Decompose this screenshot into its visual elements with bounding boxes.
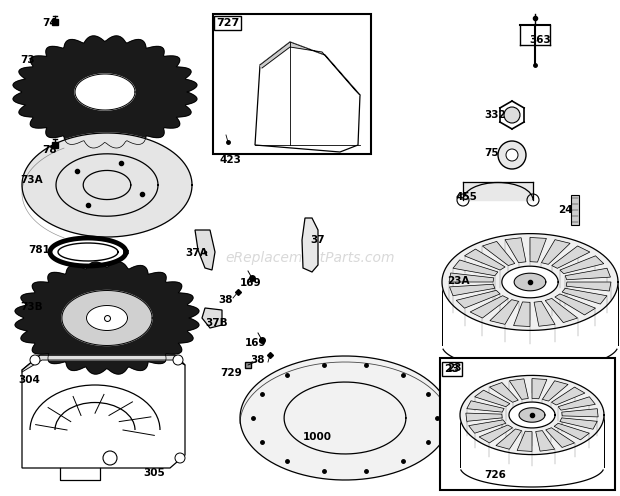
Polygon shape bbox=[489, 382, 518, 402]
Polygon shape bbox=[475, 390, 510, 407]
Polygon shape bbox=[464, 249, 505, 270]
Text: 1000: 1000 bbox=[303, 432, 332, 442]
Polygon shape bbox=[260, 42, 360, 95]
Circle shape bbox=[504, 107, 520, 123]
Polygon shape bbox=[534, 302, 555, 326]
Polygon shape bbox=[558, 397, 595, 410]
Text: 75: 75 bbox=[484, 148, 498, 158]
Polygon shape bbox=[442, 234, 618, 330]
Polygon shape bbox=[565, 268, 611, 280]
Polygon shape bbox=[566, 282, 611, 291]
Circle shape bbox=[498, 141, 526, 169]
Polygon shape bbox=[469, 420, 506, 433]
Polygon shape bbox=[490, 300, 518, 324]
Polygon shape bbox=[545, 299, 578, 322]
Text: 74: 74 bbox=[42, 18, 57, 28]
Circle shape bbox=[175, 453, 185, 463]
Text: 37B: 37B bbox=[205, 318, 228, 328]
Polygon shape bbox=[554, 423, 590, 440]
Circle shape bbox=[173, 355, 183, 365]
Circle shape bbox=[506, 149, 518, 161]
Polygon shape bbox=[560, 256, 604, 274]
Text: 73: 73 bbox=[20, 55, 35, 65]
Polygon shape bbox=[513, 302, 530, 326]
Text: 38: 38 bbox=[218, 295, 232, 305]
Circle shape bbox=[30, 355, 40, 365]
Polygon shape bbox=[75, 74, 135, 110]
Text: 729: 729 bbox=[220, 368, 242, 378]
Text: 304: 304 bbox=[18, 375, 40, 385]
Text: 24: 24 bbox=[558, 205, 573, 215]
Polygon shape bbox=[195, 230, 215, 270]
Polygon shape bbox=[562, 288, 607, 304]
Polygon shape bbox=[496, 429, 521, 449]
Text: 37A: 37A bbox=[185, 248, 208, 258]
Polygon shape bbox=[517, 431, 532, 451]
Bar bbox=[571, 195, 579, 225]
Polygon shape bbox=[509, 402, 555, 428]
Polygon shape bbox=[449, 273, 494, 282]
Polygon shape bbox=[502, 266, 558, 298]
Polygon shape bbox=[15, 262, 199, 374]
Text: 78: 78 bbox=[42, 145, 56, 155]
Bar bbox=[213, 14, 371, 154]
Text: 73B: 73B bbox=[20, 302, 43, 312]
Polygon shape bbox=[87, 306, 128, 330]
Text: 23A: 23A bbox=[447, 276, 469, 286]
Polygon shape bbox=[479, 425, 513, 443]
Text: 37: 37 bbox=[310, 235, 325, 245]
Text: 727: 727 bbox=[216, 18, 239, 28]
Polygon shape bbox=[551, 387, 585, 405]
Text: 423: 423 bbox=[219, 155, 241, 165]
Polygon shape bbox=[460, 375, 604, 455]
Polygon shape bbox=[13, 36, 197, 148]
Polygon shape bbox=[62, 291, 152, 346]
Text: 332: 332 bbox=[484, 110, 506, 120]
Polygon shape bbox=[453, 260, 498, 276]
Polygon shape bbox=[555, 294, 595, 315]
Polygon shape bbox=[541, 240, 570, 264]
Text: eReplacementParts.com: eReplacementParts.com bbox=[225, 251, 395, 265]
Text: 38: 38 bbox=[250, 355, 265, 365]
Polygon shape bbox=[467, 401, 504, 412]
Text: 781: 781 bbox=[28, 245, 50, 255]
Text: 169: 169 bbox=[240, 278, 262, 288]
Polygon shape bbox=[466, 413, 502, 421]
Polygon shape bbox=[202, 308, 222, 328]
Polygon shape bbox=[532, 378, 547, 399]
Text: 23: 23 bbox=[447, 363, 461, 373]
Polygon shape bbox=[530, 238, 546, 262]
Polygon shape bbox=[542, 381, 568, 401]
Polygon shape bbox=[510, 379, 528, 399]
Polygon shape bbox=[536, 431, 555, 451]
Polygon shape bbox=[22, 355, 185, 372]
Text: 305: 305 bbox=[143, 468, 165, 478]
Polygon shape bbox=[514, 273, 546, 291]
Polygon shape bbox=[302, 218, 318, 272]
Polygon shape bbox=[450, 284, 495, 296]
Polygon shape bbox=[470, 296, 508, 318]
Polygon shape bbox=[519, 408, 545, 422]
Text: 363: 363 bbox=[529, 35, 551, 45]
Polygon shape bbox=[456, 290, 500, 308]
Text: 23: 23 bbox=[444, 364, 459, 374]
Text: 73A: 73A bbox=[20, 175, 43, 185]
Polygon shape bbox=[562, 409, 598, 417]
Polygon shape bbox=[482, 242, 515, 265]
Text: 455: 455 bbox=[455, 192, 477, 202]
Polygon shape bbox=[546, 428, 575, 447]
Text: 169: 169 bbox=[245, 338, 267, 348]
Polygon shape bbox=[240, 356, 450, 480]
Polygon shape bbox=[463, 182, 533, 200]
Polygon shape bbox=[505, 238, 526, 263]
Polygon shape bbox=[552, 246, 590, 268]
Polygon shape bbox=[22, 133, 192, 237]
Polygon shape bbox=[560, 418, 597, 429]
Bar bbox=[440, 358, 615, 490]
Text: 726: 726 bbox=[484, 470, 506, 480]
Polygon shape bbox=[58, 243, 118, 261]
